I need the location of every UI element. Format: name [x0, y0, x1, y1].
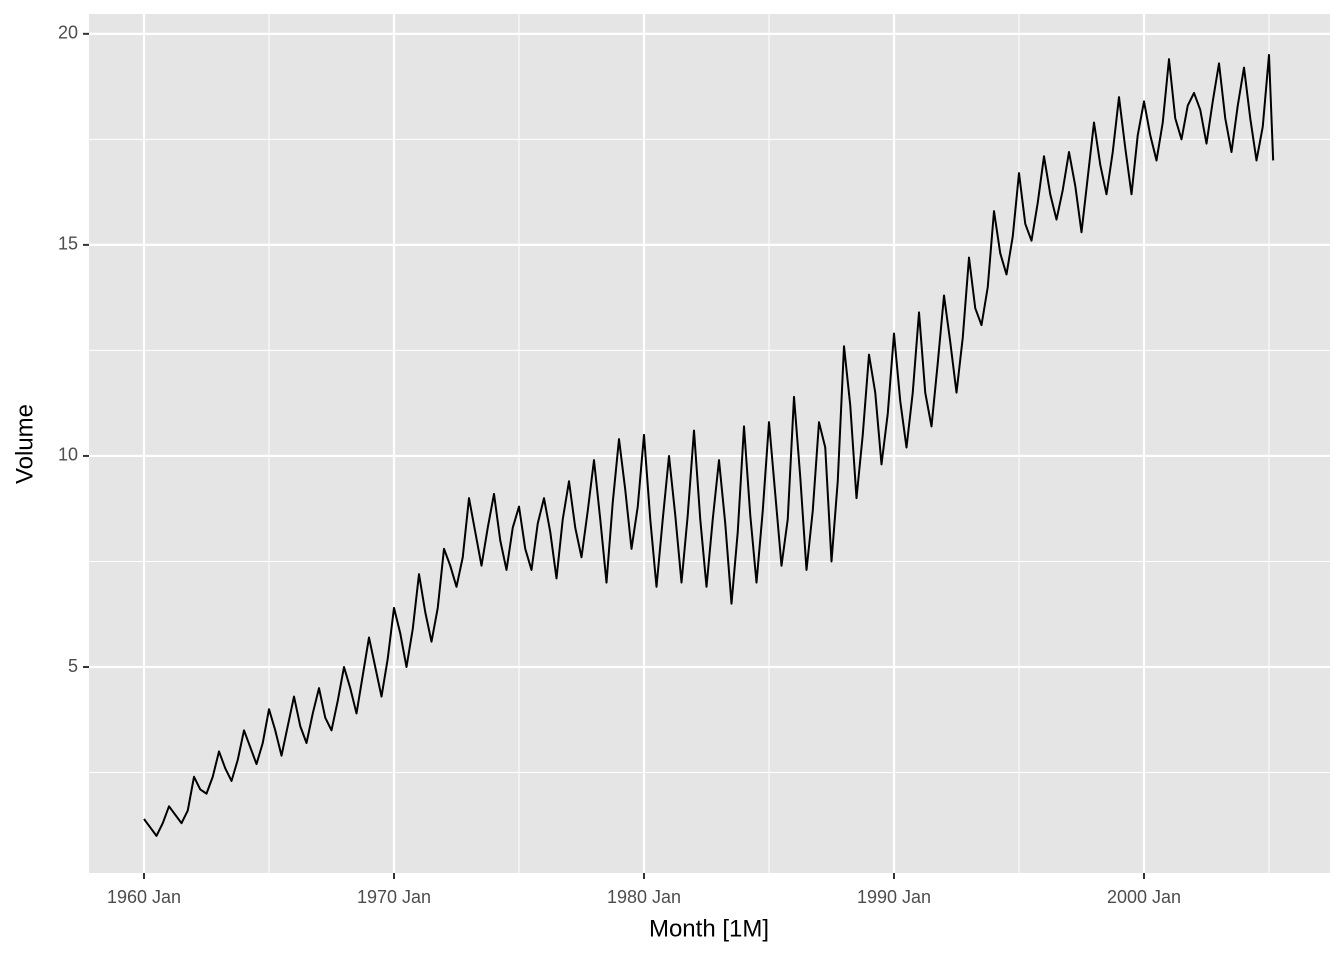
x-tick-label: 1990 Jan [857, 887, 931, 907]
marks [143, 53, 1275, 837]
y-tick-label: 10 [58, 445, 78, 465]
x-tick-label: 1970 Jan [357, 887, 431, 907]
data-line [143, 53, 1275, 837]
plot-panel [89, 14, 1330, 873]
y-tick-label: 20 [58, 23, 78, 43]
y-tick-label: 5 [68, 656, 78, 676]
x-tick-label: 2000 Jan [1107, 887, 1181, 907]
y-axis-title: Volume [11, 404, 38, 484]
x-tick-label: 1960 Jan [107, 887, 181, 907]
grid [89, 14, 1330, 873]
x-tick-label: 1980 Jan [607, 887, 681, 907]
y-tick-label: 15 [58, 234, 78, 254]
x-axis-title: Month [1M] [649, 915, 769, 942]
axes: 5 10 15 20 1960 Jan 1970 Jan 1980 Jan 1990 Jan 2… [58, 23, 1181, 907]
